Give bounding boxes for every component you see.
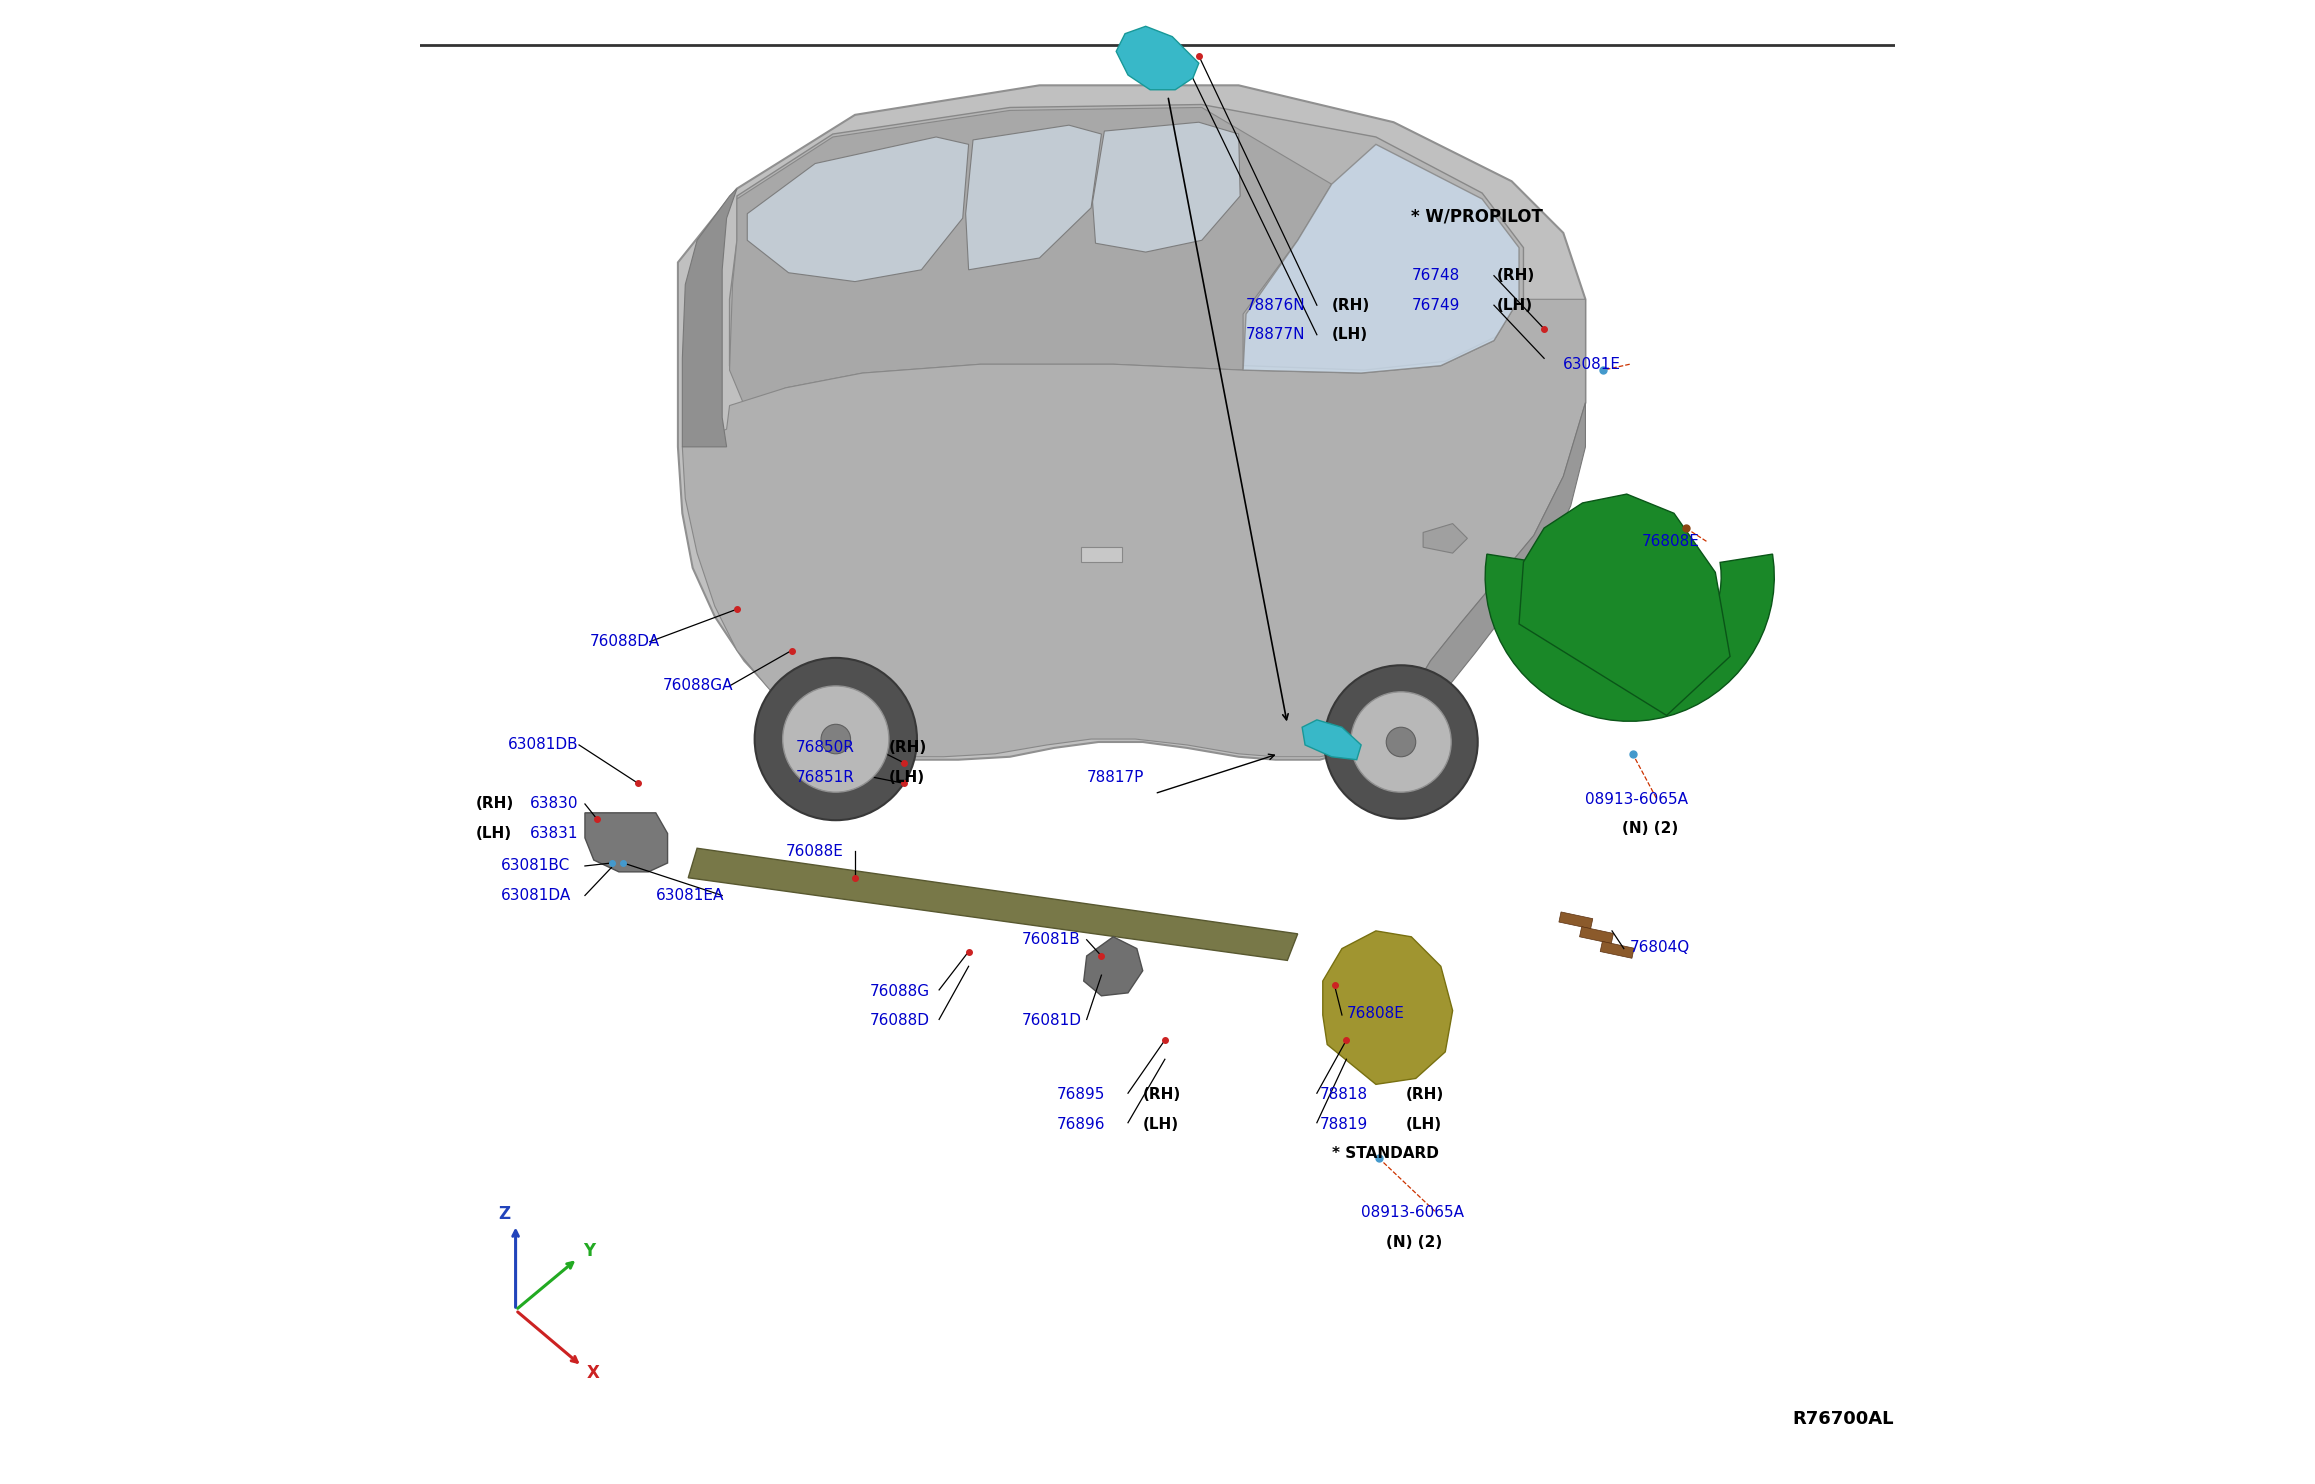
- Text: (N) (2): (N) (2): [1623, 822, 1678, 837]
- Text: 76088GA: 76088GA: [662, 678, 734, 693]
- Bar: [1600, 941, 1634, 959]
- Text: 08913-6065A: 08913-6065A: [1586, 792, 1688, 807]
- Polygon shape: [1357, 402, 1586, 760]
- Text: 76749: 76749: [1412, 298, 1461, 313]
- Polygon shape: [683, 300, 1586, 757]
- Text: 76748: 76748: [1412, 269, 1458, 283]
- Polygon shape: [729, 104, 1523, 402]
- Bar: [1081, 548, 1123, 562]
- Text: 63830: 63830: [530, 797, 579, 812]
- Text: (LH): (LH): [477, 827, 512, 841]
- Text: 63081DB: 63081DB: [509, 738, 579, 752]
- Polygon shape: [1519, 494, 1729, 715]
- Text: 63081DA: 63081DA: [500, 887, 572, 902]
- Text: 63081EA: 63081EA: [655, 887, 725, 902]
- Polygon shape: [1301, 720, 1361, 760]
- Text: (LH): (LH): [1498, 298, 1533, 313]
- Text: 76088G: 76088G: [870, 984, 931, 999]
- Polygon shape: [729, 107, 1331, 405]
- Text: 76895: 76895: [1058, 1088, 1107, 1103]
- Circle shape: [1324, 665, 1477, 819]
- Polygon shape: [748, 137, 968, 282]
- Text: 63831: 63831: [530, 827, 579, 841]
- Polygon shape: [678, 85, 1586, 760]
- Polygon shape: [1424, 524, 1468, 554]
- Text: 76088E: 76088E: [785, 843, 843, 859]
- Polygon shape: [688, 849, 1299, 960]
- Text: 78876N: 78876N: [1245, 298, 1306, 313]
- Text: (RH): (RH): [1405, 1088, 1445, 1103]
- Polygon shape: [1486, 554, 1773, 721]
- Text: (N) (2): (N) (2): [1387, 1235, 1442, 1250]
- Text: 76808E: 76808E: [1347, 1006, 1405, 1021]
- Text: 78877N: 78877N: [1245, 326, 1306, 343]
- Text: (RH): (RH): [1498, 269, 1535, 283]
- Circle shape: [1387, 727, 1417, 757]
- Text: (LH): (LH): [1144, 1116, 1178, 1132]
- Circle shape: [755, 657, 917, 821]
- Text: 63081E: 63081E: [1563, 356, 1620, 371]
- Text: Y: Y: [583, 1242, 595, 1260]
- Text: 76088DA: 76088DA: [590, 634, 660, 649]
- Text: 76088D: 76088D: [870, 1014, 931, 1028]
- Polygon shape: [965, 125, 1102, 270]
- Polygon shape: [586, 813, 667, 873]
- Text: (LH): (LH): [1331, 326, 1368, 343]
- Text: 76804Q: 76804Q: [1630, 939, 1690, 954]
- Text: * STANDARD: * STANDARD: [1331, 1146, 1438, 1160]
- Text: Z: Z: [498, 1205, 509, 1223]
- Text: 63081BC: 63081BC: [500, 858, 569, 874]
- Text: R76700AL: R76700AL: [1792, 1410, 1894, 1428]
- Bar: [1558, 913, 1593, 929]
- Polygon shape: [683, 188, 736, 447]
- Text: 76808E: 76808E: [1641, 534, 1699, 549]
- Text: 76851R: 76851R: [796, 770, 854, 785]
- Circle shape: [822, 724, 850, 754]
- Text: (RH): (RH): [1144, 1088, 1181, 1103]
- Text: 76081B: 76081B: [1021, 932, 1081, 947]
- Text: X: X: [586, 1364, 600, 1382]
- Text: 78819: 78819: [1320, 1116, 1368, 1132]
- Text: 78817P: 78817P: [1086, 770, 1144, 785]
- Polygon shape: [1243, 144, 1519, 372]
- Text: (RH): (RH): [477, 797, 514, 812]
- Polygon shape: [1083, 936, 1144, 996]
- Bar: [1579, 926, 1614, 944]
- Text: * W/PROPILOT: * W/PROPILOT: [1412, 208, 1544, 226]
- Polygon shape: [1093, 122, 1241, 252]
- Text: 08913-6065A: 08913-6065A: [1361, 1205, 1463, 1220]
- Circle shape: [782, 686, 889, 792]
- Text: (RH): (RH): [889, 741, 928, 755]
- Text: (RH): (RH): [1331, 298, 1370, 313]
- Text: (LH): (LH): [1405, 1116, 1442, 1132]
- Text: 76081D: 76081D: [1021, 1014, 1081, 1028]
- Text: 76850R: 76850R: [796, 741, 854, 755]
- Polygon shape: [1322, 930, 1452, 1085]
- Text: 76896: 76896: [1058, 1116, 1107, 1132]
- Text: (LH): (LH): [889, 770, 926, 785]
- Polygon shape: [1116, 27, 1199, 89]
- Circle shape: [1352, 692, 1452, 792]
- Text: 78818: 78818: [1320, 1088, 1368, 1103]
